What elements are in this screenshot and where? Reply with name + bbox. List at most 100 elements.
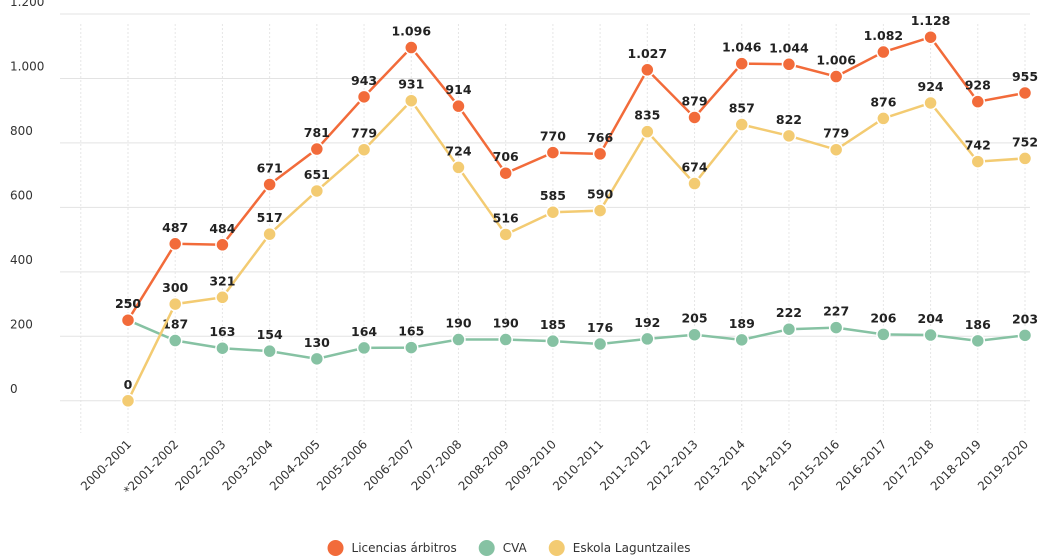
data-point	[216, 342, 229, 355]
value-label: 1.082	[864, 28, 904, 43]
legend-label: CVA	[503, 541, 528, 555]
value-label: 879	[681, 93, 707, 108]
data-point	[263, 228, 276, 241]
value-label: 516	[493, 210, 519, 225]
data-point	[169, 298, 182, 311]
y-tick-label: 1.200	[10, 0, 44, 9]
data-point	[405, 341, 418, 354]
value-label: 752	[1012, 134, 1038, 149]
value-label: 189	[729, 316, 755, 331]
data-point	[546, 206, 559, 219]
value-label: 250	[115, 296, 141, 311]
data-point	[782, 129, 795, 142]
data-point	[924, 96, 937, 109]
value-label: 742	[965, 138, 991, 153]
value-label: 1.096	[391, 24, 431, 39]
data-point	[263, 178, 276, 191]
value-label: 176	[587, 320, 613, 335]
y-tick-label: 200	[10, 317, 33, 331]
value-label: 706	[493, 149, 519, 164]
value-label: 955	[1012, 69, 1038, 84]
data-point	[830, 70, 843, 83]
data-point	[310, 352, 323, 365]
data-point	[735, 333, 748, 346]
value-label: 835	[634, 108, 660, 123]
value-label: 192	[634, 315, 660, 330]
data-point	[358, 90, 371, 103]
data-point	[169, 237, 182, 250]
value-label: 163	[209, 324, 235, 339]
data-point	[546, 146, 559, 159]
data-point	[641, 125, 654, 138]
data-point	[263, 345, 276, 358]
value-label: 924	[918, 79, 944, 94]
value-label: 165	[398, 324, 424, 339]
y-tick-label: 800	[10, 124, 33, 138]
data-point	[641, 63, 654, 76]
data-point	[405, 94, 418, 107]
value-label: 931	[398, 77, 424, 92]
value-label: 766	[587, 130, 613, 145]
value-label: 130	[304, 335, 330, 350]
data-point	[971, 155, 984, 168]
value-label: 321	[209, 273, 235, 288]
data-point	[924, 329, 937, 342]
data-point	[782, 323, 795, 336]
legend-label: Eskola Laguntzailes	[573, 541, 691, 555]
value-label: 300	[162, 280, 188, 295]
series-line	[128, 37, 1025, 320]
data-point	[169, 334, 182, 347]
data-point	[452, 100, 465, 113]
value-label: 222	[776, 305, 802, 320]
data-point	[688, 111, 701, 124]
value-label: 914	[445, 82, 471, 97]
data-point	[452, 161, 465, 174]
y-tick-label: 600	[10, 188, 33, 202]
value-label: 671	[257, 161, 283, 176]
data-point	[971, 95, 984, 108]
data-point	[499, 167, 512, 180]
value-label: 190	[493, 316, 519, 331]
value-label: 770	[540, 129, 566, 144]
data-point	[641, 332, 654, 345]
value-label: 154	[257, 327, 283, 342]
data-point	[688, 328, 701, 341]
value-label: 1.044	[769, 40, 809, 55]
y-tick-label: 400	[10, 253, 33, 267]
data-point	[735, 57, 748, 70]
data-point	[594, 338, 607, 351]
legend-marker	[328, 540, 344, 556]
data-point	[122, 314, 135, 327]
legend-label: Licencias árbitros	[352, 541, 457, 555]
data-point	[830, 321, 843, 334]
chart: 02004006008001.0001.2002000-2001*2001-20…	[0, 0, 1038, 559]
data-point	[830, 143, 843, 156]
value-label: 487	[162, 220, 188, 235]
data-point	[405, 41, 418, 54]
value-label: 928	[965, 78, 991, 93]
value-label: 190	[445, 316, 471, 331]
value-label: 1.027	[628, 46, 668, 61]
value-label: 203	[1012, 311, 1038, 326]
data-point	[310, 143, 323, 156]
data-point	[122, 394, 135, 407]
value-label: 204	[918, 311, 944, 326]
value-label: 206	[870, 310, 896, 325]
y-tick-label: 1.000	[10, 59, 44, 73]
data-point	[310, 184, 323, 197]
data-point	[735, 118, 748, 131]
data-point	[688, 177, 701, 190]
x-tick-label: 2019-2020	[975, 437, 1031, 493]
data-point	[924, 31, 937, 44]
value-label: 781	[304, 125, 330, 140]
value-label: 185	[540, 317, 566, 332]
data-point	[877, 328, 890, 341]
value-label: 1.006	[816, 53, 856, 68]
data-point	[782, 58, 795, 71]
data-point	[971, 334, 984, 347]
value-label: 943	[351, 73, 377, 88]
data-point	[499, 228, 512, 241]
data-point	[594, 147, 607, 160]
value-label: 822	[776, 112, 802, 127]
value-label: 1.046	[722, 40, 762, 55]
